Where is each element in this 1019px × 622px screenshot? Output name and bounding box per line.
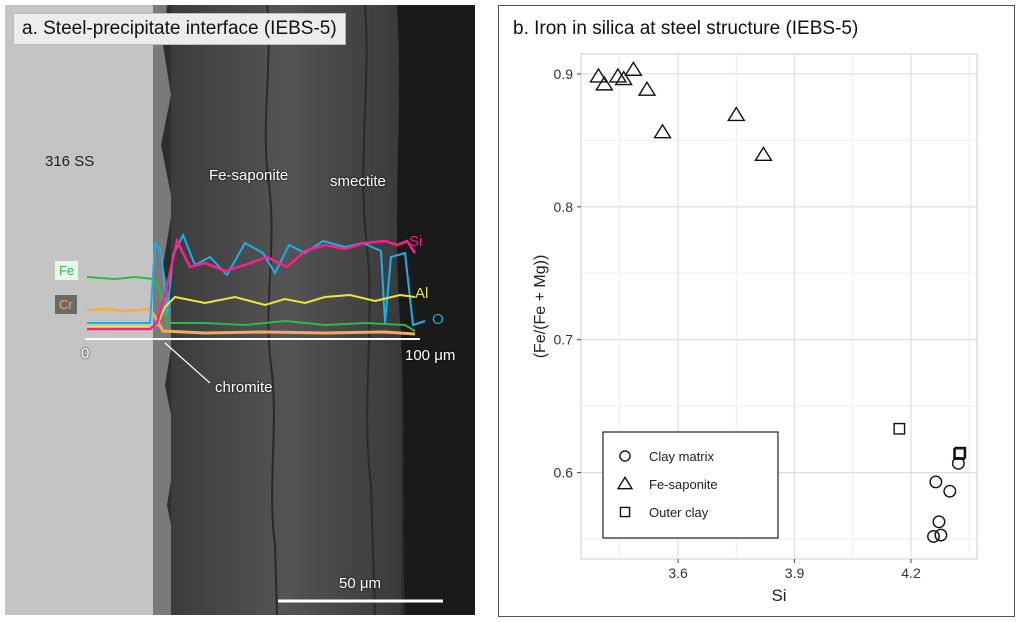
y-tick-label: 0.8 (554, 199, 574, 215)
chromite-label: chromite (215, 379, 273, 396)
panel-a-title: a. Steel-precipitate interface (IEBS-5) (13, 13, 346, 45)
axis-end-label: 100 μm (405, 347, 456, 364)
micrograph-panel: a. Steel-precipitate interface (IEBS-5) … (5, 5, 475, 615)
chart-title: b. Iron in silica at steel structure (IE… (513, 18, 859, 39)
x-tick-label: 4.2 (901, 565, 921, 581)
o-profile (87, 232, 426, 327)
legend-square-icon (619, 506, 631, 518)
o-line-label: O (432, 311, 444, 328)
circle-marker (929, 475, 943, 489)
precipitate-region (171, 5, 401, 615)
triangle-marker (589, 67, 608, 83)
si-line-label: Si (409, 233, 423, 250)
triangle-marker (727, 106, 746, 122)
legend-box (602, 431, 779, 539)
triangle-marker (653, 123, 672, 139)
square-marker (893, 422, 906, 435)
al-profile (87, 293, 416, 328)
si-profile (87, 237, 417, 331)
scatter-panel: b. Iron in silica at steel structure (IE… (498, 5, 1015, 617)
cr-legend-chip: Cr (55, 295, 77, 314)
triangle-marker (637, 80, 657, 96)
y-tick-label: 0.6 (554, 465, 574, 481)
al-line-label: Al (415, 285, 429, 302)
x-axis-label: Si (771, 586, 786, 605)
square-marker (954, 446, 967, 459)
smectite-label: smectite (330, 173, 386, 190)
fe-saponite-label: Fe-saponite (209, 167, 289, 184)
y-tick-label: 0.9 (554, 66, 574, 82)
legend-label: Clay matrix (649, 449, 715, 464)
linescan-profiles (86, 232, 426, 336)
axis-start-label: 0 (81, 345, 90, 362)
fe-profile (86, 275, 416, 332)
micrograph-image (5, 5, 475, 615)
legend-triangle-icon (616, 476, 634, 490)
legend-label: Fe-saponite (649, 477, 718, 492)
circle-marker (932, 515, 946, 529)
y-tick-label: 0.7 (554, 332, 574, 348)
chromite-pointer (164, 342, 211, 384)
y-axis-label: (Fe/(Fe + Mg)) (532, 255, 549, 359)
triangle-marker (595, 75, 614, 91)
epoxy-region (397, 5, 475, 615)
fe-legend-chip: Fe (55, 261, 79, 280)
steel-label: 316 SS (45, 153, 95, 170)
triangle-marker (614, 70, 633, 86)
legend-circle-icon (619, 450, 631, 462)
cr-profile (86, 307, 416, 336)
circle-marker (934, 528, 948, 542)
circle-marker (927, 529, 940, 543)
circle-marker (943, 484, 957, 498)
triangle-marker (754, 146, 773, 162)
crack-line (264, 5, 278, 615)
triangle-marker (624, 61, 643, 76)
scatter-chart: 0.6 0.7 0.8 0.9 3.6 3.9 4.2 Si (Fe/(Fe + Mg)) Cla… (532, 53, 978, 605)
legend-label: Outer clay (649, 505, 709, 520)
square-marker (953, 448, 966, 460)
x-tick-label: 3.6 (668, 565, 688, 581)
x-tick-label: 3.9 (785, 565, 805, 581)
scale-bar-label: 50 μm (339, 575, 381, 592)
